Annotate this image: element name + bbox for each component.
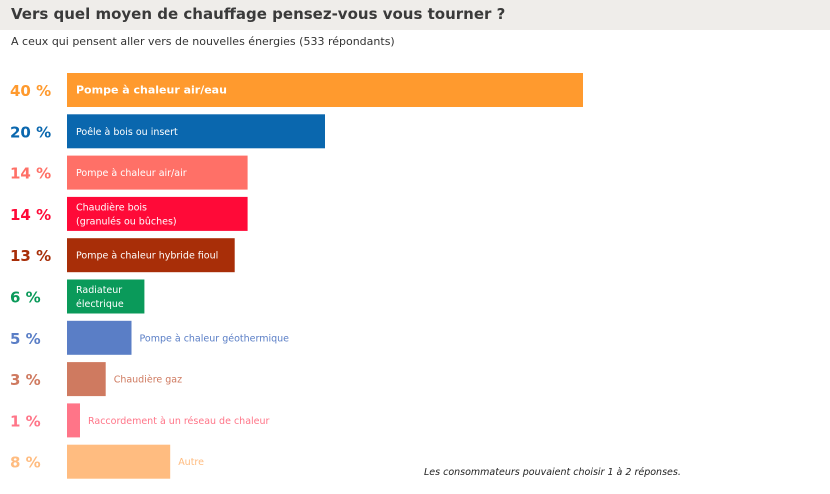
value-label: 13 % xyxy=(10,247,51,265)
bar-group: 20 % Poêle à bois ou insert xyxy=(10,114,325,149)
bar-group: 40 % Pompe à chaleur air/eau xyxy=(10,73,583,107)
category-label: Raccordement à un réseau de chaleur xyxy=(88,416,270,427)
category-label-line: Pompe à chaleur géothermique xyxy=(140,333,290,344)
bar xyxy=(67,238,235,273)
bar-group: 14 % Pompe à chaleur air/air xyxy=(10,155,248,190)
bar xyxy=(67,73,583,107)
category-label-line: Autre xyxy=(178,457,204,468)
bar-group: 1 % Raccordement à un réseau de chaleur xyxy=(10,403,270,438)
category-label-line: Pompe à chaleur air/air xyxy=(76,168,187,179)
value-label: 5 % xyxy=(10,330,41,348)
bar-group: 5 % Pompe à chaleur géothermique xyxy=(10,320,290,355)
bar-group: 8 % Autre xyxy=(10,444,204,479)
category-label-line: Chaudière gaz xyxy=(114,375,182,386)
bar-group: 14 % Chaudière bois (granulés ou bûches) xyxy=(10,196,248,231)
value-label: 14 % xyxy=(10,165,51,183)
category-label-line: électrique xyxy=(76,299,124,310)
value-label: 6 % xyxy=(10,289,41,307)
value-label: 14 % xyxy=(10,206,51,224)
category-label-line: Poêle à bois ou insert xyxy=(76,127,178,138)
value-label: 8 % xyxy=(10,454,41,472)
category-label: Radiateur électrique xyxy=(76,285,124,310)
category-label: Pompe à chaleur air/eau xyxy=(76,84,227,97)
bar xyxy=(67,362,106,397)
category-label-line: Raccordement à un réseau de chaleur xyxy=(88,416,270,427)
bar xyxy=(67,279,145,314)
value-label: 1 % xyxy=(10,412,41,430)
bar-group: 13 % Pompe à chaleur hybride fioul xyxy=(10,238,235,273)
value-label: 40 % xyxy=(10,82,51,100)
category-label: Pompe à chaleur air/air xyxy=(76,168,187,179)
category-label-line: Radiateur xyxy=(76,285,122,296)
value-label: 3 % xyxy=(10,371,41,389)
bar-group: 6 % Radiateur électrique xyxy=(10,279,145,314)
category-label: Autre xyxy=(178,457,204,468)
category-label-line: Pompe à chaleur air/eau xyxy=(76,84,227,97)
bar xyxy=(67,196,248,231)
category-label: Pompe à chaleur géothermique xyxy=(140,333,290,344)
value-label: 20 % xyxy=(10,123,51,141)
category-label: Poêle à bois ou insert xyxy=(76,127,178,138)
bar xyxy=(67,403,80,438)
category-label: Chaudière gaz xyxy=(114,375,182,386)
chart-subtitle: A ceux qui pensent aller vers de nouvell… xyxy=(11,35,395,48)
chart-title: Vers quel moyen de chauffage pensez-vous… xyxy=(11,5,506,23)
bar xyxy=(67,114,325,149)
category-label-line: (granulés ou bûches) xyxy=(76,216,177,227)
bar xyxy=(67,155,248,190)
footnote: Les consommateurs pouvaient choisir 1 à … xyxy=(424,467,681,478)
category-label: Pompe à chaleur hybride fioul xyxy=(76,251,218,262)
category-label: Chaudière bois (granulés ou bûches) xyxy=(76,202,177,227)
bar xyxy=(67,320,132,355)
category-label-line: Pompe à chaleur hybride fioul xyxy=(76,251,218,262)
category-label-line: Chaudière bois xyxy=(76,202,147,213)
title-bar: Vers quel moyen de chauffage pensez-vous… xyxy=(0,0,830,30)
bar xyxy=(67,444,171,479)
bar-group: 3 % Chaudière gaz xyxy=(10,362,182,397)
